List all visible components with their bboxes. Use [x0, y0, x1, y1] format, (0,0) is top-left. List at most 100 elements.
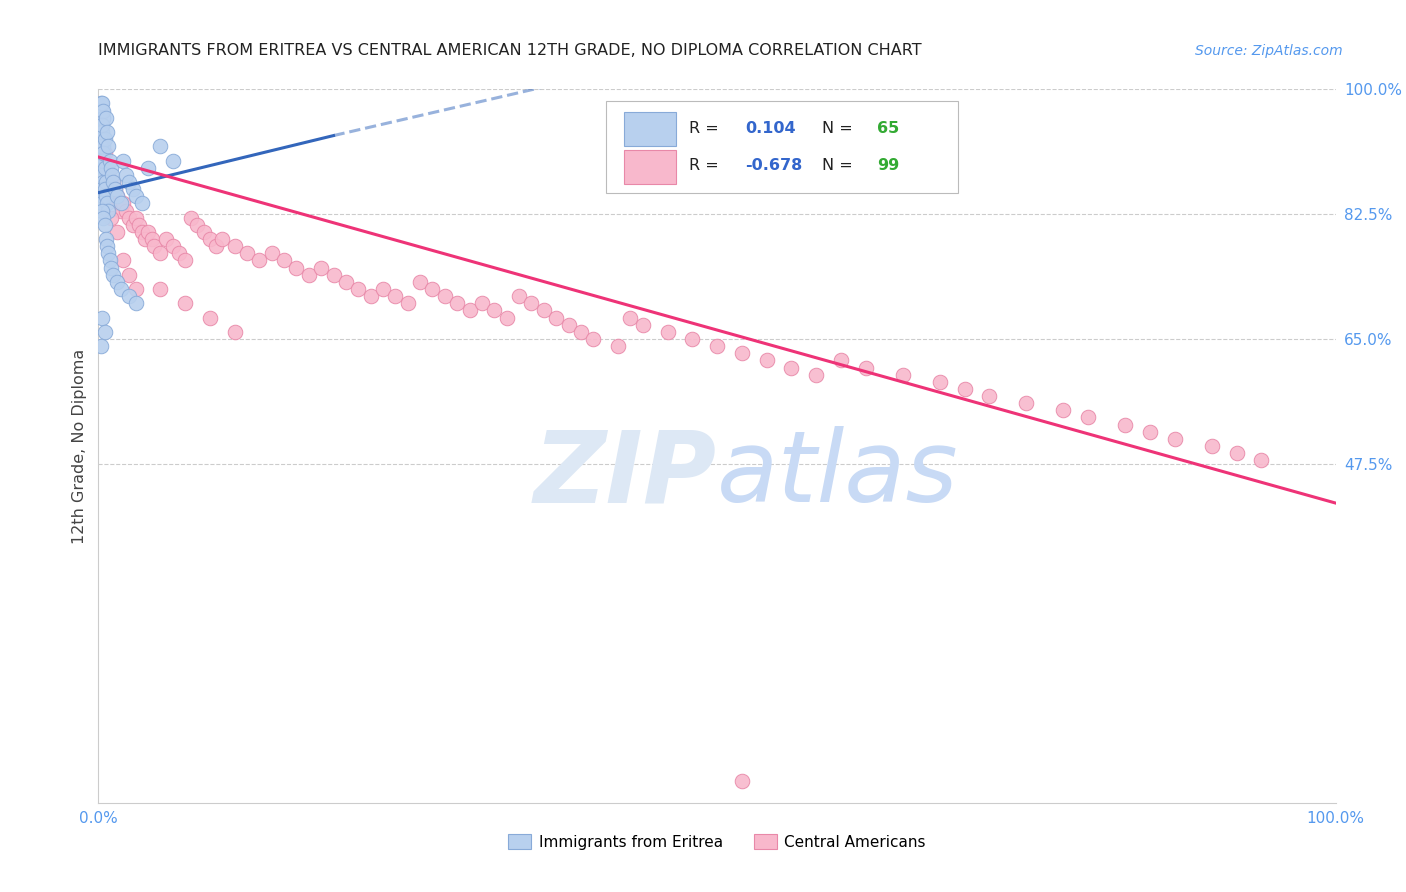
Point — [94, 232, 117, 246]
Point — [93, 153, 115, 168]
Legend: Immigrants from Eritrea, Central Americans: Immigrants from Eritrea, Central America… — [502, 828, 932, 855]
Point — [93, 189, 115, 203]
Point — [619, 310, 641, 325]
Point — [97, 139, 120, 153]
Point — [174, 253, 197, 268]
Point — [569, 325, 592, 339]
Point — [93, 111, 115, 125]
Point — [167, 246, 190, 260]
Point — [205, 239, 228, 253]
Text: -0.678: -0.678 — [745, 159, 803, 173]
Point — [105, 189, 128, 203]
Point — [105, 189, 128, 203]
Point — [520, 296, 543, 310]
Point — [101, 189, 124, 203]
Point — [953, 382, 976, 396]
Point — [124, 282, 146, 296]
Point — [91, 118, 114, 132]
Text: IMMIGRANTS FROM ERITREA VS CENTRAL AMERICAN 12TH GRADE, NO DIPLOMA CORRELATION C: IMMIGRANTS FROM ERITREA VS CENTRAL AMERI… — [98, 43, 922, 58]
Point — [396, 296, 419, 310]
Point — [96, 239, 118, 253]
Point — [211, 232, 233, 246]
Point — [93, 218, 115, 232]
Text: Source: ZipAtlas.com: Source: ZipAtlas.com — [1195, 44, 1343, 58]
Point — [100, 260, 122, 275]
Point — [108, 196, 131, 211]
Point — [90, 339, 112, 353]
Point — [236, 246, 259, 260]
Point — [533, 303, 555, 318]
Point — [1139, 425, 1161, 439]
Point — [124, 296, 146, 310]
Bar — [624, 150, 676, 184]
Point — [114, 168, 136, 182]
Point — [384, 289, 406, 303]
Point — [928, 375, 950, 389]
Point — [582, 332, 605, 346]
Text: ZIP: ZIP — [534, 426, 717, 523]
Point — [94, 111, 117, 125]
Point — [96, 125, 118, 139]
Point — [91, 153, 114, 168]
Point — [96, 196, 118, 211]
Point — [273, 253, 295, 268]
Point — [1164, 432, 1187, 446]
Point — [855, 360, 877, 375]
Point — [93, 211, 115, 225]
Point — [347, 282, 370, 296]
Point — [118, 268, 141, 282]
Point — [260, 246, 283, 260]
Point — [118, 289, 141, 303]
Point — [804, 368, 827, 382]
Text: N =: N = — [823, 120, 853, 136]
Point — [371, 282, 394, 296]
Point — [93, 139, 115, 153]
Point — [136, 225, 159, 239]
Point — [93, 146, 115, 161]
Y-axis label: 12th Grade, No Diploma: 12th Grade, No Diploma — [72, 349, 87, 543]
Point — [91, 168, 114, 182]
Point — [93, 103, 115, 118]
Point — [755, 353, 778, 368]
Point — [131, 225, 153, 239]
Point — [90, 139, 112, 153]
Point — [112, 196, 135, 211]
Point — [93, 175, 115, 189]
Point — [100, 161, 122, 175]
Point — [285, 260, 308, 275]
Point — [180, 211, 202, 225]
Point — [112, 253, 135, 268]
Point — [224, 325, 246, 339]
Point — [90, 96, 112, 111]
Point — [98, 153, 121, 168]
Point — [1201, 439, 1223, 453]
Point — [91, 146, 114, 161]
Point — [1226, 446, 1249, 460]
Point — [110, 282, 132, 296]
Point — [149, 139, 172, 153]
Point — [155, 232, 177, 246]
Point — [141, 232, 163, 246]
Point — [100, 211, 122, 225]
Point — [118, 175, 141, 189]
Point — [128, 218, 150, 232]
Point — [495, 310, 517, 325]
Point — [979, 389, 1001, 403]
Point — [103, 175, 125, 189]
Point — [131, 196, 153, 211]
Point — [1114, 417, 1136, 432]
Point — [143, 239, 166, 253]
Point — [508, 289, 530, 303]
Point — [93, 182, 115, 196]
Text: R =: R = — [689, 120, 728, 136]
Point — [162, 153, 184, 168]
Point — [114, 203, 136, 218]
Point — [1077, 410, 1099, 425]
Text: 0.104: 0.104 — [745, 120, 796, 136]
Point — [174, 296, 197, 310]
Point — [103, 268, 125, 282]
Point — [103, 175, 125, 189]
Point — [830, 353, 852, 368]
Point — [103, 182, 125, 196]
Point — [118, 211, 141, 225]
